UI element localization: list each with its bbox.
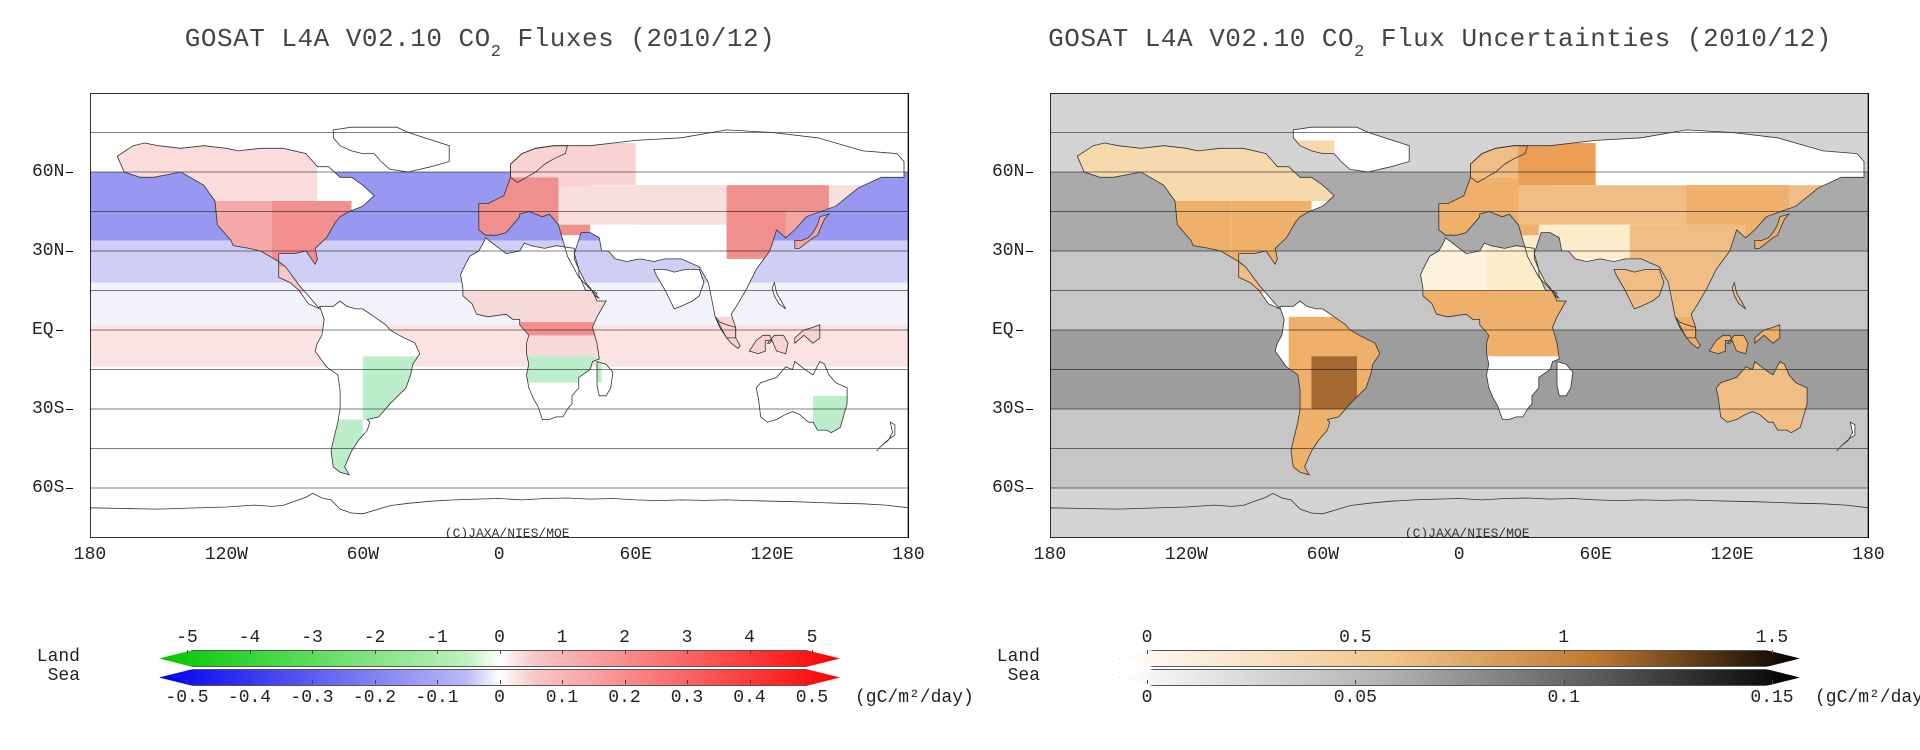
svg-text:(C)JAXA/NIES/MOE: (C)JAXA/NIES/MOE	[445, 526, 570, 538]
svg-text:(C)JAXA/NIES/MOE: (C)JAXA/NIES/MOE	[1405, 526, 1530, 538]
